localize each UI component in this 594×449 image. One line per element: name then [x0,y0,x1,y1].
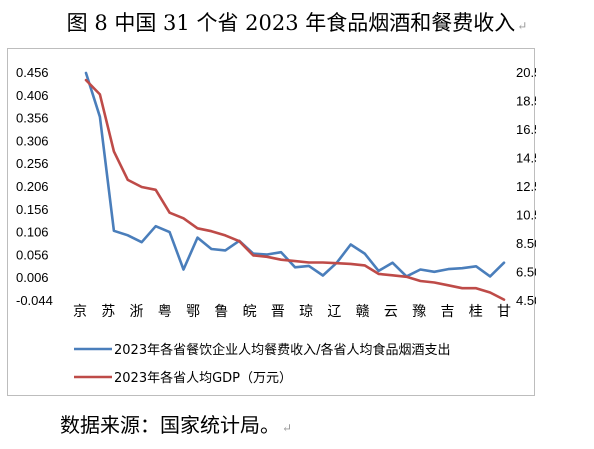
left-axis-tick-label: 0.356 [16,111,49,126]
right-axis-tick-label: 12.50 [516,179,536,194]
left-axis-tick-label: 0.106 [16,225,49,240]
paragraph-mark-icon: ↵ [282,421,293,435]
source-note: 数据来源：国家统计局。 ↵ [60,410,292,443]
gdp-series-line [84,78,506,301]
category-label: 甘 [497,304,511,320]
page-title: 图 8 中国 31 个省 2023 年食品烟酒和餐费收入 ↵ [0,8,594,41]
legend-entry-label: 2023年各省人均GDP（万元） [114,370,292,386]
left-axis-tick-label: 0.006 [16,270,49,285]
category-label: 皖 [243,304,257,320]
category-label: 云 [384,304,398,320]
category-label: 赣 [356,304,370,320]
left-axis-tick-label: 0.056 [16,247,49,262]
right-axis-tick-label: 18.50 [516,94,536,109]
chart-area: 0.456 0.406 0.356 0.306 0.256 0.206 0.156 0.106… [7,48,536,396]
left-axis-tick-label: 0.306 [16,133,49,148]
category-label: 浙 [130,304,144,320]
right-axis-tick-label: 8.50 [516,236,536,251]
ratio-series-line [84,71,506,278]
left-axis-tick-label: 0.256 [16,156,49,171]
right-axis-tick-label: 20.50 [516,65,536,80]
right-axis-tick-label: 14.50 [516,151,536,166]
left-axis-tick-label: 0.406 [16,88,49,103]
category-label: 鲁 [214,304,228,320]
category-label: 苏 [101,304,115,320]
right-axis-tick-label: 16.50 [516,122,536,137]
legend-entry-label: 2023年各省餐饮企业人均餐费收入/各省人均食品烟酒支出 [114,342,450,358]
category-label: 桂 [469,304,483,320]
category-label: 鄂 [186,304,200,320]
source-text: 数据来源：国家统计局。 [60,413,280,437]
category-label: 粤 [158,304,172,320]
left-axis-tick-label: 0.456 [16,65,49,80]
left-axis-tick-label: 0.206 [16,179,49,194]
left-axis-tick-label: 0.156 [16,202,49,217]
category-label: 豫 [412,304,426,320]
category-label: 吉 [440,304,454,320]
category-label: 京 [73,304,87,320]
line-chart: 0.456 0.406 0.356 0.306 0.256 0.206 0.156 0.106… [16,65,536,386]
right-axis-tick-label: 6.50 [516,265,536,280]
category-label: 琼 [299,304,313,320]
category-label: 辽 [327,304,341,320]
right-axis-tick-label: 4.50 [516,293,536,308]
category-label: 晋 [271,304,285,320]
paragraph-mark-icon: ↵ [517,19,528,33]
right-axis-tick-label: 10.50 [516,208,536,223]
title-text: 图 8 中国 31 个省 2023 年食品烟酒和餐费收入 [66,11,516,35]
left-axis-tick-label: -0.044 [16,293,53,308]
